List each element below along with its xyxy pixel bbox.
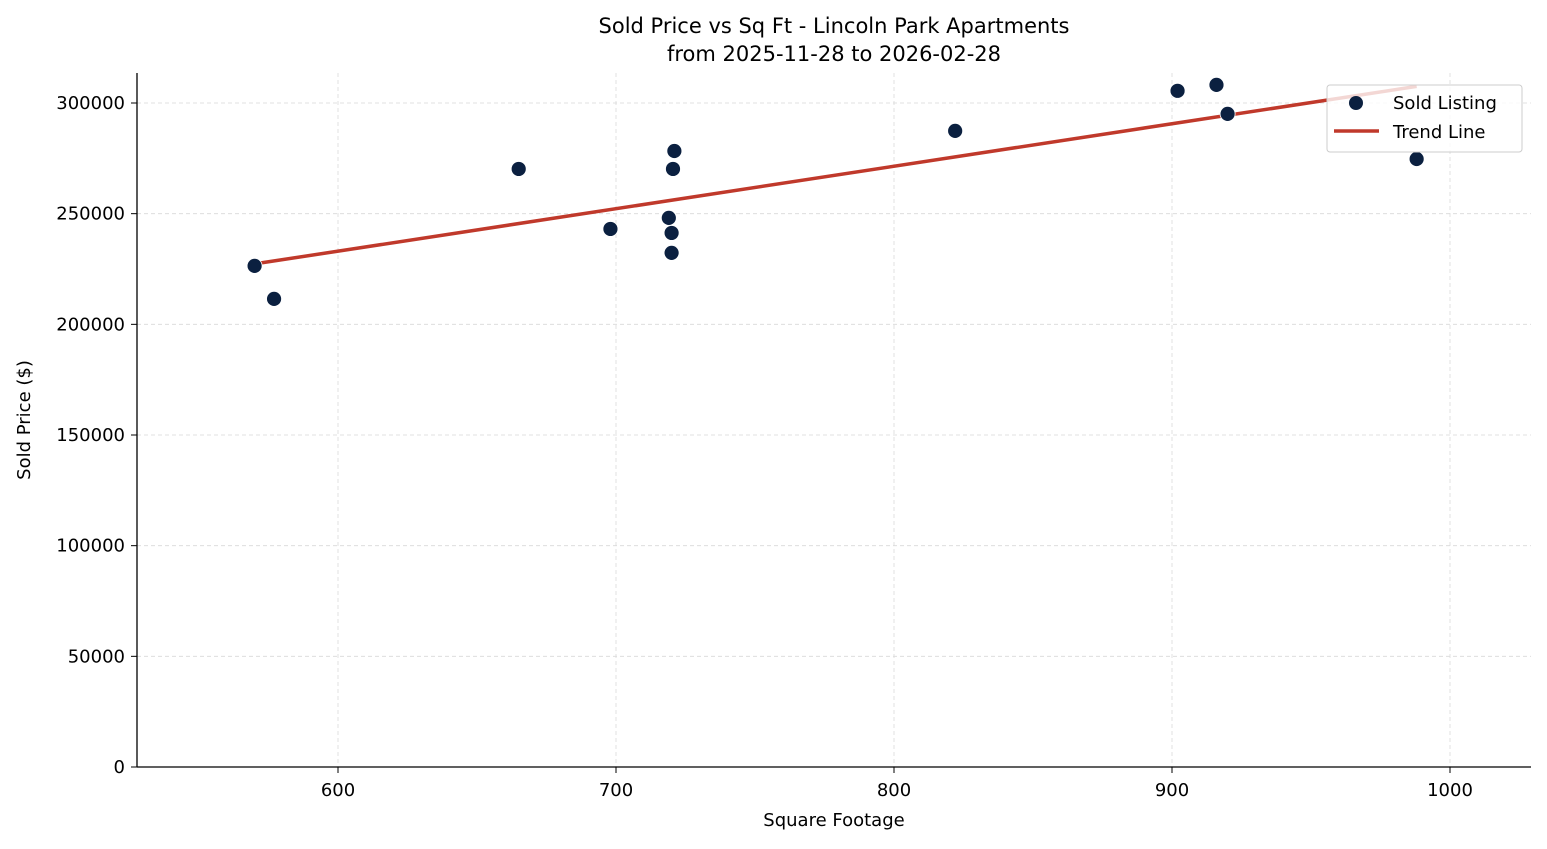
data-point <box>1408 151 1425 167</box>
x-tick-label: 600 <box>321 780 355 801</box>
x-tick-label: 800 <box>877 780 911 801</box>
chart-title: Sold Price vs Sq Ft - Lincoln Park Apart… <box>599 14 1070 38</box>
trend-line <box>254 84 1417 266</box>
grid <box>137 73 1531 767</box>
legend: Sold Listing Trend Line <box>1326 84 1523 153</box>
axes: 600 700 800 900 1000 0 50000 100000 150000 200000… <box>56 73 1531 801</box>
chart-subtitle: from 2025-11-28 to 2026-02-28 <box>667 42 1001 66</box>
data-point <box>947 122 964 139</box>
x-tick-label: 900 <box>1155 780 1189 801</box>
data-point <box>266 290 282 307</box>
y-tick-label: 300000 <box>56 93 125 114</box>
y-tick-label: 250000 <box>56 204 125 225</box>
y-tick-label: 150000 <box>56 425 125 446</box>
data-point <box>246 258 263 274</box>
legend-label-trend-line: Trend Line <box>1392 122 1486 143</box>
data-point <box>510 161 527 177</box>
data-point <box>602 221 619 237</box>
data-point <box>663 244 680 261</box>
x-tick-label: 1000 <box>1427 780 1473 801</box>
data-point <box>1208 76 1225 93</box>
y-tick-label: 100000 <box>56 536 125 557</box>
legend-label-sold-listing: Sold Listing <box>1393 93 1497 114</box>
data-point <box>660 209 677 226</box>
x-axis-label: Square Footage <box>763 810 904 831</box>
y-tick-label: 50000 <box>68 646 125 667</box>
legend-box <box>1326 84 1523 153</box>
y-tick-label: 0 <box>114 757 125 778</box>
data-point <box>666 143 683 159</box>
data-point <box>1169 82 1186 99</box>
points-layer <box>246 76 1425 307</box>
x-tick-label: 700 <box>599 780 633 801</box>
y-axis-label: Sold Price ($) <box>14 360 35 480</box>
y-tick-label: 200000 <box>56 314 125 335</box>
legend-marker-sold-listing <box>1349 96 1363 110</box>
data-point <box>1219 105 1236 122</box>
trend-line-layer <box>254 84 1417 266</box>
data-point <box>665 161 681 177</box>
data-point <box>663 225 680 241</box>
